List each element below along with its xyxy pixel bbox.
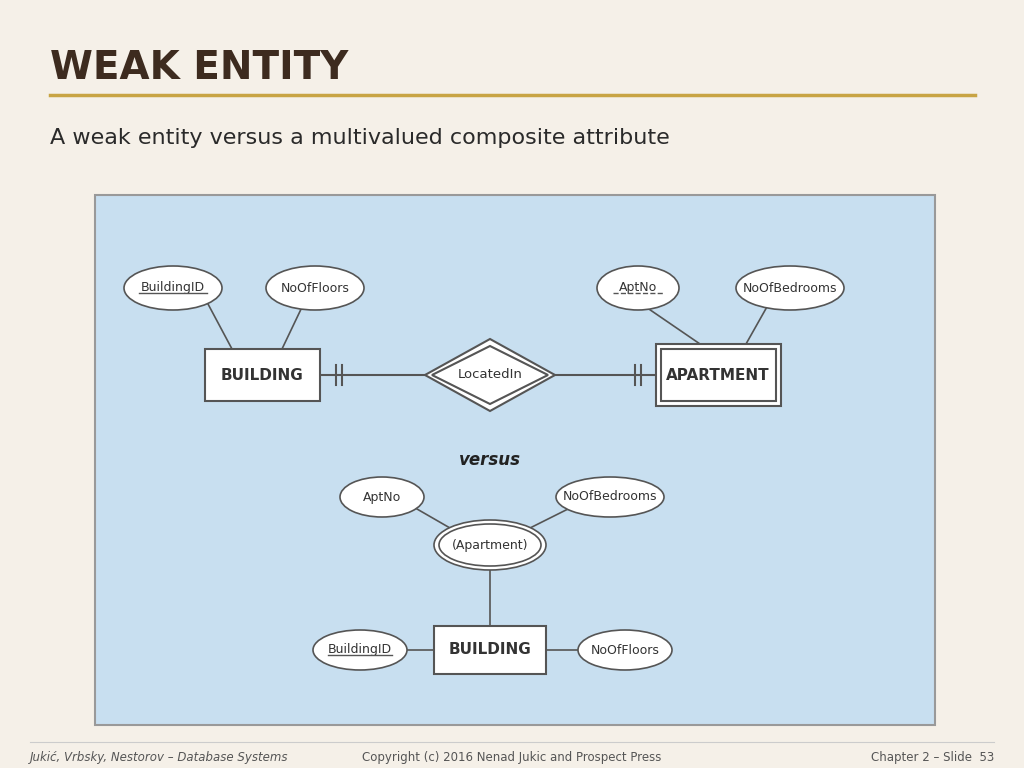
Ellipse shape	[556, 477, 664, 517]
FancyBboxPatch shape	[660, 349, 775, 401]
Ellipse shape	[597, 266, 679, 310]
FancyBboxPatch shape	[655, 344, 780, 406]
Text: BUILDING: BUILDING	[220, 368, 303, 382]
Text: BuildingID: BuildingID	[328, 644, 392, 657]
Ellipse shape	[736, 266, 844, 310]
Ellipse shape	[124, 266, 222, 310]
Ellipse shape	[439, 524, 541, 566]
Text: LocatedIn: LocatedIn	[458, 369, 522, 382]
Ellipse shape	[578, 630, 672, 670]
Ellipse shape	[340, 477, 424, 517]
Text: BUILDING: BUILDING	[449, 643, 531, 657]
Ellipse shape	[313, 630, 407, 670]
Text: NoOfFloors: NoOfFloors	[591, 644, 659, 657]
Polygon shape	[432, 346, 548, 404]
Text: AptNo: AptNo	[618, 282, 657, 294]
Text: A weak entity versus a multivalued composite attribute: A weak entity versus a multivalued compo…	[50, 128, 670, 148]
Text: NoOfFloors: NoOfFloors	[281, 282, 349, 294]
Polygon shape	[425, 339, 555, 411]
Text: NoOfBedrooms: NoOfBedrooms	[742, 282, 838, 294]
FancyBboxPatch shape	[434, 626, 546, 674]
Text: (Apartment): (Apartment)	[452, 538, 528, 551]
Text: Chapter 2 – Slide  53: Chapter 2 – Slide 53	[870, 750, 994, 763]
Text: versus: versus	[459, 451, 521, 469]
Ellipse shape	[434, 520, 546, 570]
Text: AptNo: AptNo	[362, 491, 401, 504]
Text: Copyright (c) 2016 Nenad Jukic and Prospect Press: Copyright (c) 2016 Nenad Jukic and Prosp…	[362, 750, 662, 763]
Ellipse shape	[266, 266, 364, 310]
FancyBboxPatch shape	[95, 195, 935, 725]
Text: Jukić, Vrbsky, Nestorov – Database Systems: Jukić, Vrbsky, Nestorov – Database Syste…	[30, 750, 289, 763]
Text: BuildingID: BuildingID	[141, 282, 205, 294]
FancyBboxPatch shape	[205, 349, 319, 401]
Text: WEAK ENTITY: WEAK ENTITY	[50, 49, 348, 87]
Text: APARTMENT: APARTMENT	[667, 368, 770, 382]
Text: NoOfBedrooms: NoOfBedrooms	[563, 491, 657, 504]
